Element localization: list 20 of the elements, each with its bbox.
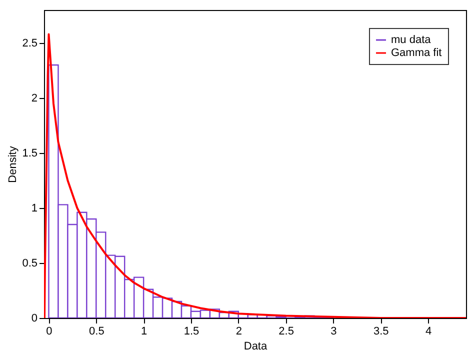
y-tick-label: 1	[31, 202, 38, 214]
x-tick-label: 4	[426, 326, 432, 338]
x-tick-label: 1.5	[184, 326, 200, 338]
x-axis-title: Data	[244, 340, 268, 352]
y-tick-label: 2.5	[22, 38, 38, 50]
y-tick-label: 0	[31, 312, 38, 324]
y-axis-title: Density	[7, 146, 20, 183]
x-tick-label: 2	[236, 326, 242, 338]
x-tick-label: 2.5	[278, 326, 294, 338]
line-series	[44, 33, 466, 318]
y-tick-label: 2	[31, 92, 38, 104]
legend-label: mu data	[391, 34, 432, 46]
x-tick-label: 3	[330, 326, 337, 338]
x-tick-label: 1	[141, 326, 148, 338]
x-tick-label: 0	[46, 326, 52, 338]
y-tick-label: 1.5	[22, 148, 38, 160]
y-tick-label: 0.5	[22, 258, 38, 270]
x-tick-label: 0.5	[89, 326, 104, 338]
legend-label: Gamma fit	[391, 47, 442, 59]
x-tick-label: 3.5	[374, 326, 389, 338]
